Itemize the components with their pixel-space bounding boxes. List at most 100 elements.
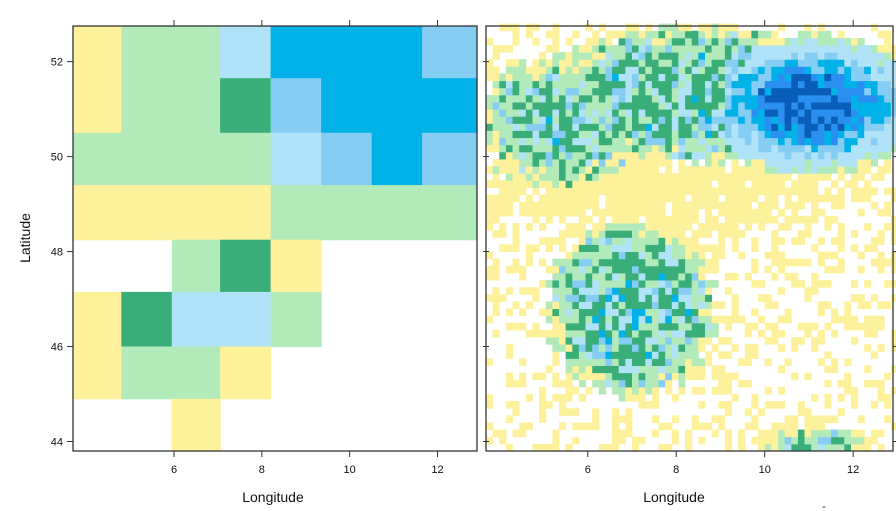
heatmap-cell [625, 422, 633, 431]
heatmap-cell [585, 258, 593, 267]
heatmap-cell [612, 66, 620, 74]
heatmap-cell [559, 123, 567, 131]
heatmap-cell [784, 443, 792, 452]
heatmap-cell [698, 187, 706, 196]
heatmap-cell [711, 151, 719, 160]
heatmap-cell [598, 322, 606, 331]
heatmap-cell [791, 87, 799, 96]
heatmap-cell [598, 187, 606, 196]
heatmap-cell [499, 166, 507, 174]
heatmap-cell [678, 315, 686, 324]
heatmap-cell [870, 201, 878, 210]
heatmap-cell [552, 59, 560, 67]
heatmap-cell [857, 322, 865, 331]
heatmap-cell [797, 137, 805, 146]
heatmap-cell [612, 30, 620, 39]
heatmap-cell [870, 87, 878, 96]
heatmap-cell [724, 201, 732, 210]
heatmap-cell [565, 351, 573, 359]
heatmap-cell [598, 251, 606, 260]
heatmap-cell [877, 251, 885, 260]
heatmap-cell [658, 358, 666, 366]
heatmap-cell [778, 315, 786, 324]
heatmap-cell [585, 308, 593, 317]
heatmap-cell [492, 159, 500, 167]
heatmap-cell [698, 401, 706, 409]
y-tick-label: 50 [51, 152, 63, 164]
heatmap-cell [658, 30, 666, 39]
heatmap-cell [691, 265, 699, 274]
heatmap-cell [864, 87, 872, 96]
heatmap-cell [797, 130, 805, 139]
heatmap-cell [844, 436, 852, 445]
heatmap-cell [685, 94, 693, 103]
heatmap-cell [678, 37, 686, 46]
heatmap-cell [864, 73, 872, 82]
heatmap-cell [559, 280, 567, 288]
heatmap-cell [698, 23, 706, 32]
heatmap-cell [738, 208, 746, 217]
heatmap-cell [691, 151, 699, 160]
heatmap-cell [685, 344, 693, 352]
heatmap-cell [658, 244, 666, 252]
heatmap-cell [751, 52, 759, 60]
heatmap-cell [884, 401, 892, 409]
heatmap-cell [824, 166, 832, 174]
heatmap-cell [811, 194, 819, 203]
heatmap-cell [724, 144, 732, 153]
heatmap-cell [625, 272, 633, 281]
heatmap-cell [592, 109, 600, 117]
heatmap-cell [744, 87, 752, 96]
heatmap-cell [797, 187, 805, 196]
heatmap-cell [592, 223, 600, 231]
heatmap-cell [559, 194, 567, 203]
heatmap-cell [804, 443, 812, 452]
heatmap-cell [612, 159, 620, 167]
heatmap-cell [678, 237, 686, 245]
heatmap-cell [764, 116, 772, 124]
heatmap-cell [665, 287, 673, 295]
heatmap-cell [837, 201, 845, 210]
heatmap-cell [824, 194, 832, 203]
heatmap-cell [612, 372, 620, 381]
heatmap-cell [718, 208, 726, 217]
heatmap-cell [724, 215, 732, 224]
heatmap-cell [605, 130, 613, 139]
heatmap-cell [612, 422, 620, 431]
heatmap-cell [585, 358, 593, 366]
heatmap-cell [691, 173, 699, 181]
heatmap-cell [884, 52, 892, 60]
heatmap-cell [598, 45, 606, 53]
heatmap-cell [837, 116, 845, 124]
heatmap-cell [851, 52, 859, 60]
heatmap-cell [572, 180, 580, 188]
heatmap-cell [751, 30, 759, 39]
heatmap-cell [705, 422, 713, 431]
heatmap-cell [572, 329, 580, 338]
heatmap-cell [532, 208, 540, 217]
heatmap-cell [499, 45, 507, 53]
heatmap-cell [691, 351, 699, 359]
heatmap-cell [559, 322, 567, 331]
heatmap-cell [857, 436, 865, 445]
heatmap-cell [632, 94, 640, 103]
heatmap-cell [797, 408, 805, 416]
heatmap-cell [572, 322, 580, 331]
heatmap-cell [171, 291, 221, 348]
heatmap-cell [572, 386, 580, 395]
heatmap-cell [724, 87, 732, 96]
heatmap-cell [837, 109, 845, 117]
heatmap-cell [731, 194, 739, 203]
heatmap-cell [665, 52, 673, 60]
heatmap-cell [552, 87, 560, 96]
heatmap-cell [492, 208, 500, 217]
heatmap-cell [578, 308, 586, 317]
heatmap-cell [698, 337, 706, 345]
heatmap-cell [625, 159, 633, 167]
heatmap-cell [678, 180, 686, 188]
heatmap-cell [764, 294, 772, 302]
heatmap-cell [492, 201, 500, 210]
heatmap-cell [559, 301, 567, 309]
heatmap-cell [744, 223, 752, 231]
heatmap-cell [864, 365, 872, 374]
